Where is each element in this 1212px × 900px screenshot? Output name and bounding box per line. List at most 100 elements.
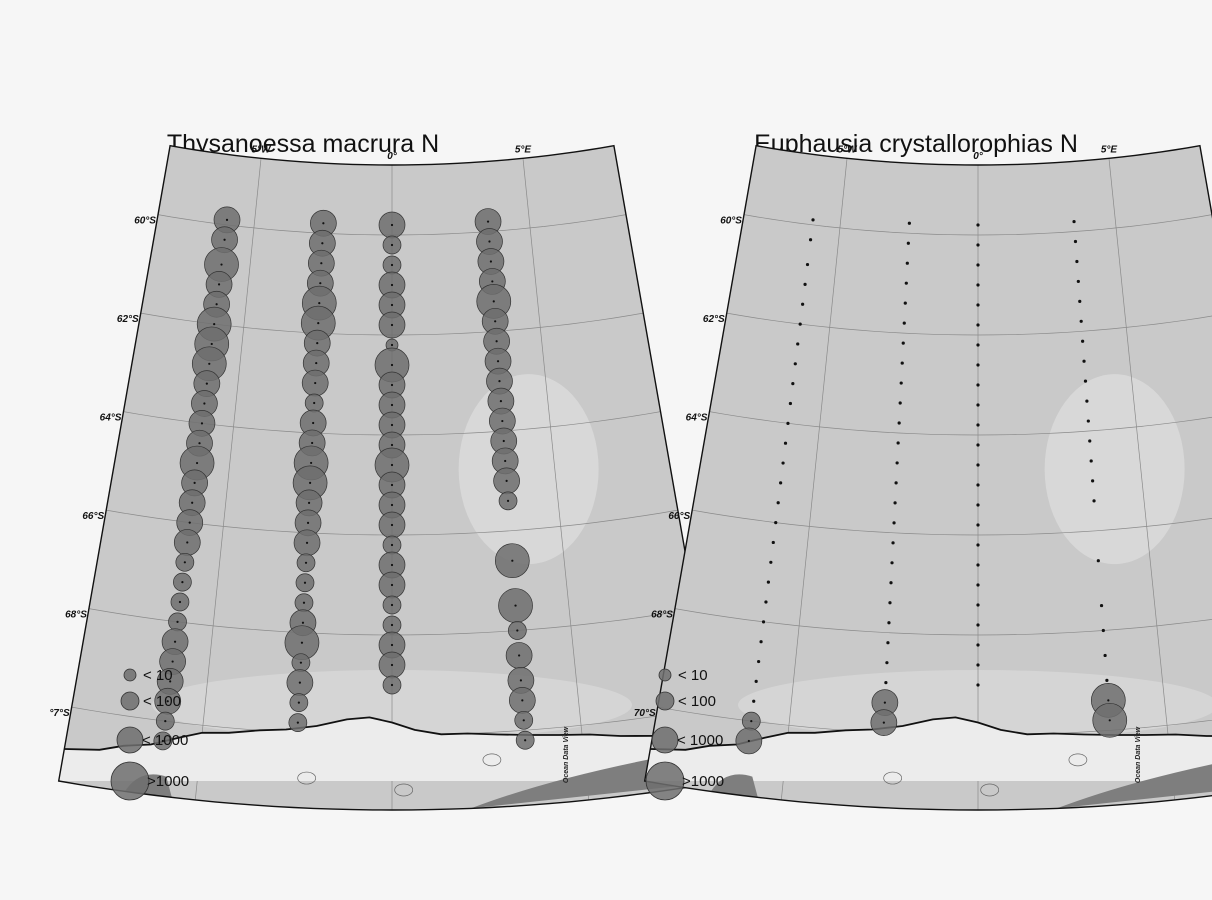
station-dot bbox=[390, 443, 394, 447]
station-dot bbox=[1075, 259, 1079, 264]
station-dot bbox=[786, 421, 790, 425]
station-dot bbox=[769, 560, 773, 564]
station-dot bbox=[887, 621, 891, 625]
station-dot bbox=[496, 360, 500, 363]
meridian-line bbox=[522, 158, 590, 800]
station-dot bbox=[390, 603, 394, 607]
station-dot bbox=[791, 382, 795, 386]
station-dot bbox=[976, 563, 980, 567]
station-dot bbox=[898, 401, 902, 405]
lat-label-62s: 62°S bbox=[703, 314, 725, 325]
station-dot bbox=[1101, 628, 1105, 633]
station-dot bbox=[306, 521, 310, 524]
station-dot bbox=[884, 681, 888, 685]
station-dot bbox=[203, 402, 206, 405]
station-dot bbox=[524, 739, 527, 742]
map-frame bbox=[643, 144, 1212, 811]
station-dot bbox=[304, 561, 308, 564]
station-dot bbox=[779, 481, 783, 485]
meridian-line bbox=[780, 158, 848, 800]
station-dot bbox=[303, 581, 307, 584]
station-dot bbox=[976, 403, 980, 407]
station-dot bbox=[905, 261, 909, 265]
station-dot bbox=[1091, 479, 1095, 483]
station-dot bbox=[894, 481, 898, 485]
station-dot bbox=[976, 303, 980, 307]
station-dot bbox=[1088, 439, 1092, 443]
station-dot bbox=[752, 699, 756, 703]
legend-label-lt100: < 100 bbox=[678, 693, 716, 710]
station-dot bbox=[299, 661, 303, 664]
station-dot bbox=[1083, 379, 1088, 383]
station-dot bbox=[907, 221, 911, 225]
station-dot bbox=[976, 583, 980, 587]
station-dot bbox=[390, 403, 394, 407]
station-dot bbox=[1078, 299, 1082, 303]
station-dot bbox=[166, 700, 169, 703]
station-dot bbox=[1081, 339, 1085, 343]
parallel-line bbox=[692, 509, 1212, 536]
lon-label-0: 0° bbox=[973, 151, 984, 162]
station-dot bbox=[902, 321, 906, 325]
station-dot bbox=[176, 620, 179, 623]
station-dot bbox=[764, 600, 768, 604]
legend-label-lt1000: < 1000 bbox=[677, 732, 723, 749]
station-dot bbox=[976, 223, 980, 227]
station-dot bbox=[205, 382, 208, 385]
legend-circle-gt1000 bbox=[110, 761, 150, 801]
lon-label-0: 0° bbox=[387, 151, 398, 162]
station-dot bbox=[321, 242, 324, 245]
island-outline bbox=[297, 771, 317, 785]
station-dot bbox=[390, 243, 394, 247]
station-dot bbox=[183, 561, 186, 564]
station-dot bbox=[390, 583, 394, 587]
station-dot bbox=[296, 721, 299, 724]
station-dot bbox=[298, 681, 301, 684]
island-outline bbox=[1068, 753, 1088, 767]
lon-label-5w: 5°W bbox=[252, 144, 273, 155]
station-dot bbox=[783, 441, 788, 445]
station-dot bbox=[390, 223, 394, 227]
island-outline bbox=[482, 753, 502, 767]
legend-label-lt100: < 100 bbox=[143, 693, 181, 710]
lat-label-64s: 64°S bbox=[686, 413, 708, 424]
island-outline bbox=[883, 771, 903, 785]
station-dot bbox=[318, 302, 321, 305]
station-dot bbox=[1103, 653, 1107, 658]
parallel-line bbox=[743, 214, 1212, 236]
station-dot bbox=[161, 739, 164, 743]
shallow-water-patch bbox=[458, 374, 599, 565]
station-dot bbox=[781, 461, 785, 465]
station-dot bbox=[1096, 559, 1100, 563]
station-dot bbox=[501, 419, 504, 423]
station-dot bbox=[208, 362, 211, 365]
station-dot bbox=[901, 341, 905, 345]
station-dot bbox=[805, 262, 810, 267]
lat-label-60s: 60°S bbox=[134, 216, 156, 227]
station-dot bbox=[390, 423, 394, 427]
station-dot bbox=[390, 483, 394, 487]
station-dot bbox=[976, 523, 980, 527]
station-dot bbox=[390, 363, 394, 367]
lat-label-70s: 70°S bbox=[634, 708, 656, 719]
station-dot bbox=[301, 621, 305, 624]
station-dot bbox=[322, 222, 325, 225]
legend-label-lt10: < 10 bbox=[678, 667, 708, 684]
land-patch bbox=[1056, 746, 1212, 809]
station-dot bbox=[188, 521, 191, 524]
lat-label-64s: 64°S bbox=[100, 413, 122, 424]
meridian-line bbox=[1108, 158, 1176, 800]
station-dot bbox=[976, 283, 980, 287]
station-dot bbox=[215, 303, 218, 306]
legend-circle-lt10 bbox=[658, 668, 672, 682]
legend-label-gt1000: >1000 bbox=[682, 773, 724, 790]
station-dot bbox=[186, 541, 189, 544]
station-dot bbox=[976, 623, 980, 627]
station-dot bbox=[223, 238, 226, 241]
station-dot bbox=[488, 240, 491, 243]
station-dot bbox=[521, 699, 524, 702]
size-legend: < 10 < 100 < 1000 >1000 bbox=[110, 667, 189, 801]
station-dot bbox=[489, 260, 493, 263]
station-dot bbox=[213, 322, 216, 326]
